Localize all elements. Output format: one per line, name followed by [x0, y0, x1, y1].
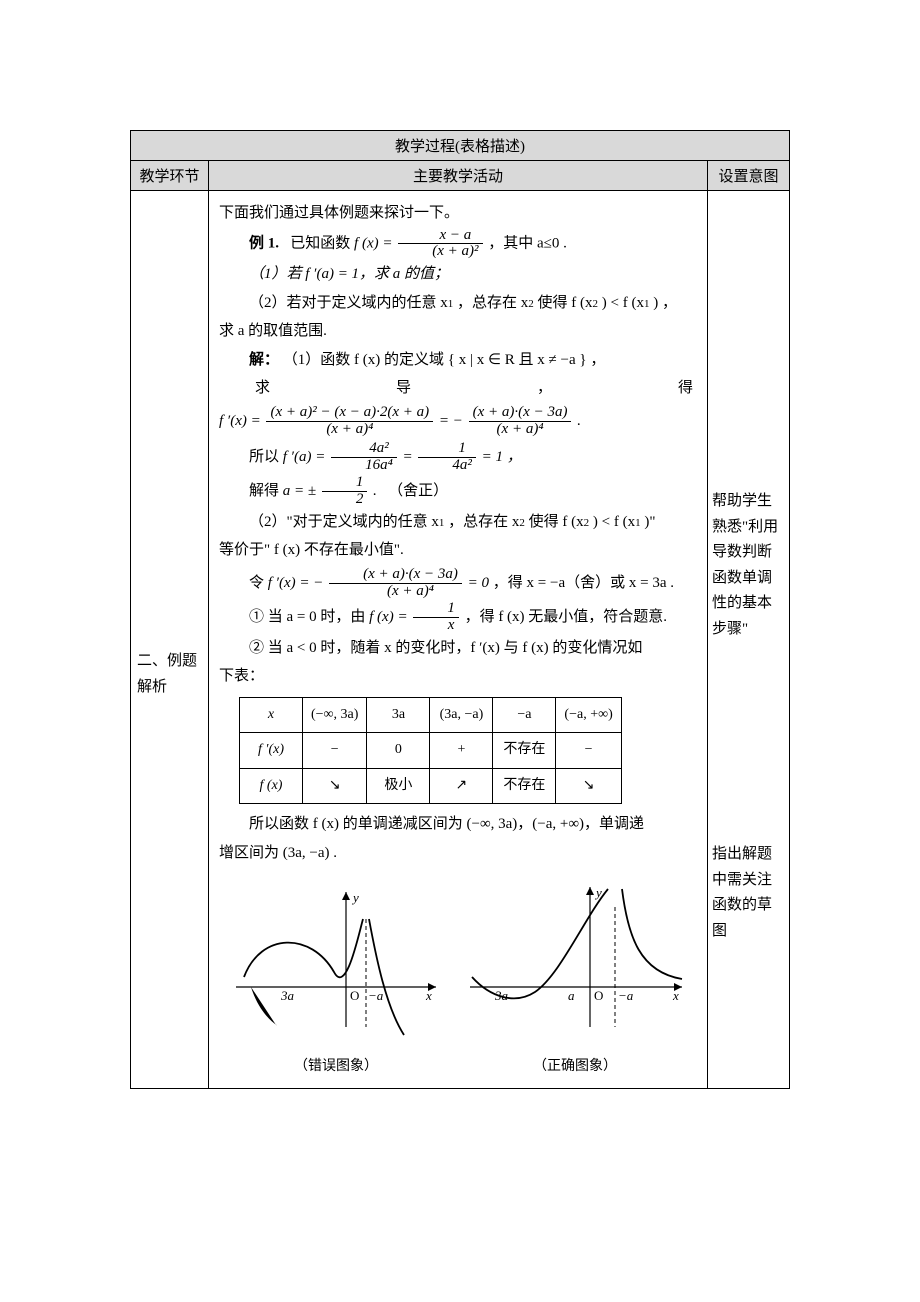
intro-line: 下面我们通过具体例题来探讨一下。: [219, 199, 697, 228]
svg-text:a: a: [568, 988, 575, 1003]
graph-right: 3a a O −a x y （正确图象）: [460, 877, 690, 1080]
activity-cell: 下面我们通过具体例题来探讨一下。 例 1. 已知函数 f (x) = x − a…: [209, 191, 708, 1089]
example-label: 例 1.: [249, 235, 279, 251]
svg-text:y: y: [351, 890, 359, 905]
fpa-line: 所以 f ′(a) = 4a² 16a⁴ = 1 4a² = 1 ，: [219, 439, 697, 475]
part2-restate: （2）"对于定义域内的任意 x1 ，总存在 x2 使得 f (x2 ) < f …: [219, 508, 697, 537]
solution-1-domain: 解： （1）函数 f (x) 的定义域 { x | x ∈ R 且 x ≠ −a…: [219, 346, 697, 375]
fprime-formula: f ′(x) = (x + a)² − (x − a)·2(x + a) (x …: [219, 403, 697, 439]
svg-text:3a: 3a: [494, 988, 509, 1003]
col-purpose-header: 设置意图: [708, 161, 790, 191]
wrong-graph-svg: 3a O −a x y: [226, 877, 446, 1037]
case-2-tail: 下表：: [219, 662, 697, 691]
variation-table: x (−∞, 3a) 3a (3a, −a) −a (−a, +∞) f ′(x…: [239, 697, 622, 805]
right-caption: （正确图象）: [460, 1054, 690, 1081]
var-row-fp: f ′(x) − 0 + 不存在 −: [240, 733, 622, 769]
purpose-2: 指出解题中需关注函数的草图: [712, 842, 785, 944]
svg-text:y: y: [594, 885, 602, 900]
svg-text:O: O: [594, 988, 603, 1003]
example-tail: ，其中 a≤0 .: [488, 235, 567, 251]
svg-text:−a: −a: [368, 988, 384, 1003]
svg-text:3a: 3a: [280, 988, 295, 1003]
case-1: ① 当 a = 0 时，由 f (x) = 1 x ，得 f (x) 无最小值，…: [219, 601, 697, 634]
purpose-cell: 帮助学生熟悉"利用导数判断函数单调性的基本步骤" 指出解题中需关注函数的草图: [708, 191, 790, 1089]
svg-text:x: x: [425, 988, 432, 1003]
col-stage-header: 教学环节: [131, 161, 209, 191]
solve-a-line: 解得 a = ± 1 2 . （舍正）: [219, 475, 697, 508]
fraction-fx: x − a (x + a)²: [398, 228, 482, 261]
stage-label-2: 解析: [137, 675, 202, 701]
header-row-2: 教学环节 主要教学活动 设置意图: [131, 161, 790, 191]
example-known: 已知函数: [290, 235, 354, 251]
stage-cell: 二、例题 解析: [131, 191, 209, 1089]
graph-wrong: 3a O −a x y （错误图象）: [226, 877, 446, 1080]
derive-line: 求 导 ， 得: [219, 374, 697, 403]
graphs-row: 3a O −a x y （错误图象）: [219, 877, 697, 1080]
example-stem: 例 1. 已知函数 f (x) = x − a (x + a)² ，其中 a≤0…: [219, 228, 697, 261]
question-2: （2）若对于定义域内的任意 x1 ，总存在 x2 使得 f (x2 ) < f …: [219, 289, 697, 318]
process-title: 教学过程(表格描述): [131, 131, 790, 161]
col-activity-header: 主要教学活动: [209, 161, 708, 191]
lesson-table: 教学过程(表格描述) 教学环节 主要教学活动 设置意图 二、例题 解析 下面我们…: [130, 130, 790, 1089]
var-row-x: x (−∞, 3a) 3a (3a, −a) −a (−a, +∞): [240, 697, 622, 733]
page: 教学过程(表格描述) 教学环节 主要教学活动 设置意图 二、例题 解析 下面我们…: [0, 0, 920, 1129]
equivalent-line: 等价于" f (x) 不存在最小值".: [219, 536, 697, 565]
right-graph-svg: 3a a O −a x y: [460, 877, 690, 1037]
purpose-1: 帮助学生熟悉"利用导数判断函数单调性的基本步骤": [712, 489, 785, 642]
let-fp-zero: 令 f ′(x) = − (x + a)·(x − 3a) (x + a)⁴ =…: [219, 565, 697, 601]
var-row-f: f (x) ↘ 极小 ↗ 不存在 ↘: [240, 768, 622, 804]
range-line: 求 a 的取值范围.: [219, 317, 697, 346]
svg-text:−a: −a: [618, 988, 634, 1003]
case-2: ② 当 a < 0 时，随着 x 的变化时，f ′(x) 与 f (x) 的变化…: [219, 634, 697, 663]
stage-label-1: 二、例题: [137, 649, 202, 675]
content-row: 二、例题 解析 下面我们通过具体例题来探讨一下。 例 1. 已知函数 f (x)…: [131, 191, 790, 1089]
monotone-line-b: 增区间为 (3a, −a) .: [219, 839, 697, 868]
svg-text:x: x: [672, 988, 679, 1003]
svg-text:O: O: [350, 988, 359, 1003]
monotone-line-a: 所以函数 f (x) 的单调递减区间为 (−∞, 3a)，(−a, +∞)，单调…: [219, 810, 697, 839]
header-row-1: 教学过程(表格描述): [131, 131, 790, 161]
wrong-caption: （错误图象）: [226, 1054, 446, 1081]
question-1: （1）若 f ′(a) = 1，求 a 的值；: [219, 260, 697, 289]
